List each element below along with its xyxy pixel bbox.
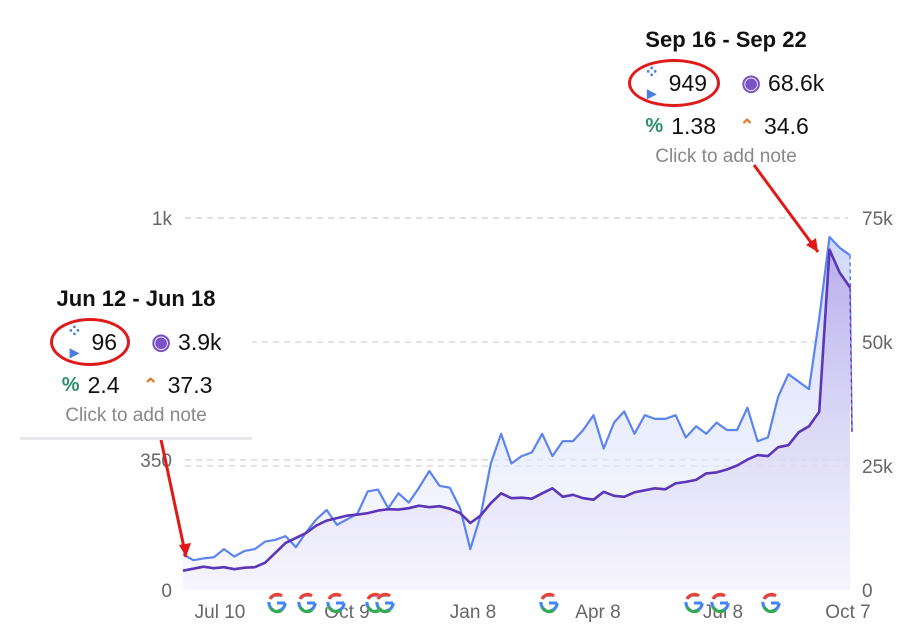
cursor-click-icon: ⁘▸ bbox=[644, 62, 660, 103]
add-note-link[interactable]: Click to add note bbox=[655, 146, 797, 167]
red-arrows bbox=[158, 164, 820, 558]
impressions-value: 3.9k bbox=[178, 328, 222, 355]
percent-icon: % bbox=[61, 374, 80, 396]
google-g-icon[interactable] bbox=[375, 592, 395, 614]
position-stat: ⌃ 34.6 bbox=[736, 113, 809, 140]
projection-line bbox=[849, 287, 853, 433]
eye-icon: ◉ bbox=[741, 70, 761, 95]
y-right-tick-label: 50k bbox=[862, 333, 893, 354]
ctr-stat: % 2.4 bbox=[60, 372, 120, 399]
ctr-stat: % 1.38 bbox=[643, 113, 716, 140]
y-right-tick-label: 0 bbox=[862, 581, 873, 602]
ctr-value: 1.38 bbox=[671, 113, 716, 139]
clicks-line bbox=[182, 235, 851, 562]
google-g-icon[interactable] bbox=[539, 592, 559, 614]
annotation-card-jun[interactable]: Jun 12 - Jun 18 ⁘▸ 96 ◉ 3.9k % 2.4 ⌃ 37.… bbox=[20, 286, 252, 440]
y-left-tick-label: 0 bbox=[161, 581, 172, 602]
annotation-card-sep[interactable]: Sep 16 - Sep 22 ⁘▸ 949 ◉ 68.6k % 1.38 ⌃ … bbox=[608, 27, 844, 168]
impressions-area bbox=[183, 249, 850, 590]
ctr-value: 2.4 bbox=[87, 372, 120, 398]
google-g-icon[interactable] bbox=[297, 592, 317, 614]
position-stat: ⌃ 37.3 bbox=[140, 372, 213, 399]
x-tick-label: Oct 7 bbox=[825, 602, 870, 623]
percent-icon: % bbox=[645, 115, 664, 137]
position-chevron-icon: ⌃ bbox=[739, 116, 755, 136]
position-chevron-icon: ⌃ bbox=[143, 375, 159, 395]
annotation-title: Sep 16 - Sep 22 bbox=[645, 27, 807, 52]
google-g-icon[interactable] bbox=[684, 592, 704, 614]
position-value: 34.6 bbox=[764, 113, 809, 139]
impressions-stat: ◉ 68.6k bbox=[740, 70, 824, 97]
clicks-value: 949 bbox=[668, 69, 708, 96]
cursor-click-icon: ⁘▸ bbox=[66, 321, 82, 362]
y-right-tick-label: 75k bbox=[862, 209, 893, 230]
google-g-icon[interactable] bbox=[267, 592, 287, 614]
impressions-value: 68.6k bbox=[768, 69, 825, 96]
impressions-stat: ◉ 3.9k bbox=[150, 329, 221, 356]
clicks-value: 96 bbox=[91, 328, 118, 355]
annotation-title: Jun 12 - Jun 18 bbox=[56, 286, 216, 311]
eye-icon: ◉ bbox=[151, 329, 171, 354]
google-g-icon[interactable] bbox=[710, 592, 730, 614]
clicks-stat: ⁘▸ 949 bbox=[627, 59, 721, 107]
x-tick-label: Jan 8 bbox=[450, 602, 496, 623]
impressions-line bbox=[182, 248, 852, 572]
series-lines bbox=[182, 235, 853, 572]
google-g-icon[interactable] bbox=[326, 592, 346, 614]
y-left-tick-label: 1k bbox=[152, 209, 173, 230]
clicks-stat: ⁘▸ 96 bbox=[50, 318, 131, 366]
area-fills bbox=[183, 237, 850, 590]
position-value: 37.3 bbox=[167, 372, 213, 398]
x-tick-label: Apr 8 bbox=[575, 602, 620, 623]
google-g-icon[interactable] bbox=[761, 592, 781, 614]
y-right-tick-label: 25k bbox=[862, 457, 893, 478]
google-markers bbox=[267, 592, 781, 614]
x-tick-label: Jul 10 bbox=[195, 602, 246, 623]
add-note-link[interactable]: Click to add note bbox=[65, 405, 207, 426]
